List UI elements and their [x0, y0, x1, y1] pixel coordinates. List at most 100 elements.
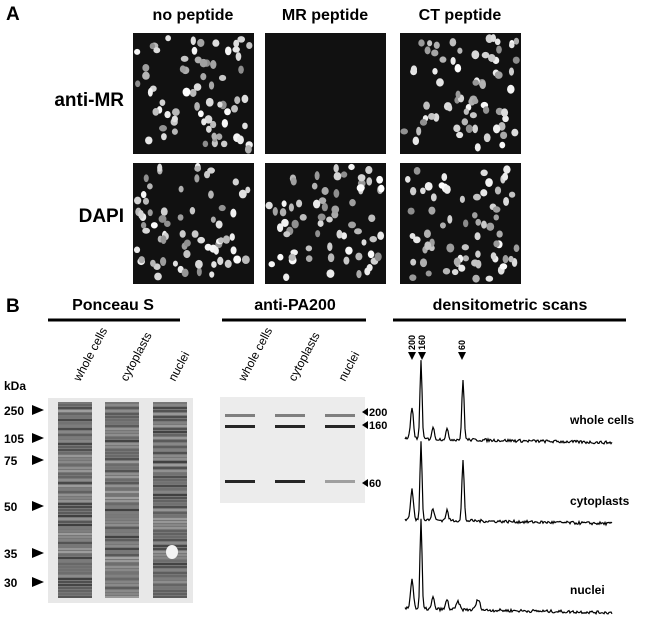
nucleus [182, 87, 191, 97]
nucleus [305, 255, 313, 263]
nucleus [499, 263, 508, 270]
nucleus [164, 110, 171, 119]
nucleus [475, 250, 481, 258]
band [153, 542, 187, 544]
nucleus [368, 214, 376, 222]
band [105, 506, 139, 508]
nucleus [211, 132, 217, 140]
nucleus [216, 133, 223, 141]
nucleus [152, 108, 160, 116]
nucleus [191, 46, 198, 55]
peak-label: 60 [457, 340, 467, 350]
nucleus [246, 42, 253, 49]
marker-label: 200 [369, 407, 387, 419]
nucleus [502, 172, 509, 181]
band [105, 455, 139, 457]
nucleus [357, 174, 366, 182]
nucleus [461, 244, 470, 251]
nucleus [147, 209, 153, 217]
nucleus [197, 110, 204, 118]
band [153, 539, 187, 541]
band [153, 467, 187, 469]
nucleus [428, 206, 436, 215]
nucleus [433, 41, 440, 49]
column-header: no peptide [153, 7, 234, 24]
band [153, 434, 187, 436]
band [153, 509, 187, 511]
nucleus [367, 250, 375, 259]
nucleus [481, 220, 487, 229]
nucleus [511, 128, 519, 137]
nucleus [336, 229, 343, 239]
band [153, 491, 187, 493]
marker-label: 160 [369, 420, 387, 432]
nucleus [453, 124, 461, 133]
nucleus [296, 199, 303, 208]
lane-label: whole cells [235, 325, 275, 384]
nucleus [197, 38, 205, 47]
nucleus [195, 259, 203, 269]
nucleus [472, 212, 478, 219]
nucleus [341, 232, 347, 240]
band [153, 587, 187, 589]
band [153, 413, 187, 415]
nucleus [224, 46, 232, 56]
nucleus [281, 200, 287, 207]
band [105, 440, 139, 442]
band [153, 476, 187, 478]
nucleus [220, 140, 228, 148]
nucleus [159, 125, 167, 132]
nucleus [177, 214, 184, 221]
band [58, 407, 92, 409]
nucleus [374, 252, 382, 262]
band [105, 587, 139, 589]
nucleus [150, 222, 158, 229]
nucleus [400, 128, 408, 135]
nucleus [443, 184, 451, 194]
row-header: DAPI [79, 206, 124, 227]
nucleus [501, 108, 509, 117]
nucleus [159, 257, 167, 267]
nucleus [197, 236, 206, 244]
marker-arrow [32, 455, 44, 465]
band [105, 416, 139, 418]
lane-label: nuclei [165, 349, 192, 383]
nucleus [430, 193, 437, 202]
band [153, 581, 187, 583]
blot [220, 397, 365, 503]
nucleus [348, 163, 355, 171]
nucleus [410, 65, 418, 74]
nucleus [492, 124, 501, 134]
nucleus [366, 177, 373, 186]
nucleus [486, 222, 495, 231]
nucleus [494, 186, 502, 195]
nucleus [345, 246, 353, 255]
nucleus [212, 39, 220, 47]
band [58, 476, 92, 478]
band [275, 480, 305, 483]
nucleus [457, 47, 463, 54]
marker-label: 60 [369, 478, 381, 490]
nucleus [160, 235, 167, 245]
nucleus [193, 83, 202, 91]
nucleus [512, 56, 520, 64]
nucleus [142, 197, 150, 205]
band [58, 500, 92, 502]
band [105, 425, 139, 427]
nucleus [190, 36, 196, 46]
band [58, 524, 92, 526]
band [58, 509, 92, 511]
nucleus [288, 203, 294, 212]
band [58, 440, 92, 442]
band [105, 563, 139, 565]
band [105, 509, 139, 511]
nucleus [217, 101, 223, 108]
nucleus [241, 255, 250, 265]
nucleus [459, 195, 465, 203]
nucleus [500, 131, 508, 140]
nucleus [157, 163, 163, 172]
nucleus [179, 230, 186, 238]
band [58, 428, 92, 430]
marker-label: 50 [4, 500, 18, 514]
band [153, 512, 187, 514]
